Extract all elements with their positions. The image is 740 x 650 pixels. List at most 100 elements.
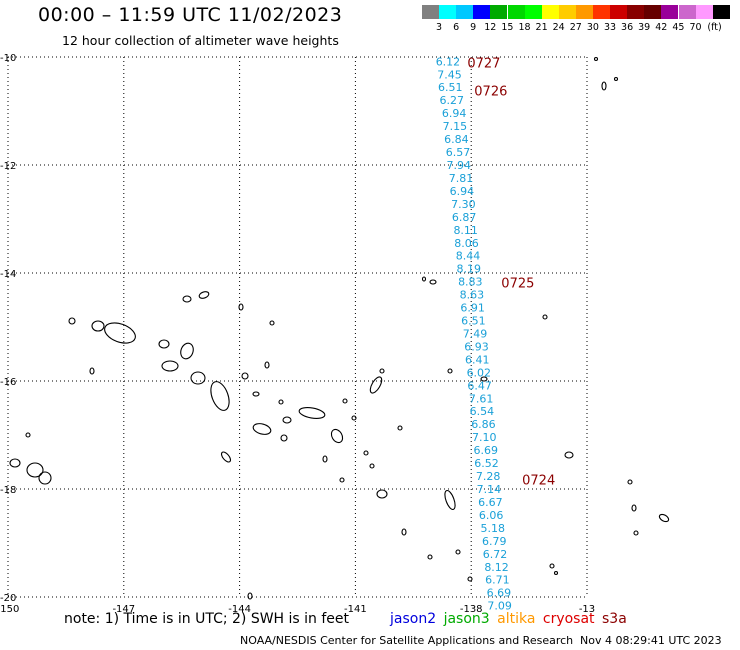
- island: [210, 381, 230, 411]
- wave-height-value: 6.54: [470, 405, 495, 418]
- wave-height-value: 6.94: [442, 107, 467, 120]
- colorbar-swatch: [558, 5, 576, 19]
- island: [252, 423, 272, 435]
- lon-tick-label: -150: [0, 604, 19, 615]
- island: [379, 368, 385, 374]
- island: [363, 450, 369, 456]
- colorbar-label: 24: [552, 22, 565, 33]
- island: [631, 504, 637, 512]
- satellite-legend: jason2 jason3 altika cryosat s3a: [390, 611, 627, 627]
- colorbar-label: (ft): [707, 22, 722, 33]
- wave-height-value: 7.09: [487, 600, 512, 613]
- island: [401, 528, 407, 536]
- colorbar-label: 45: [672, 22, 685, 33]
- wave-height-value: 6.12: [436, 55, 461, 68]
- wave-height-value: 6.51: [461, 315, 486, 328]
- island: [298, 407, 326, 419]
- footer-credit: NOAA/NESDIS Center for Satellite Applica…: [240, 634, 574, 647]
- lat-tick-label: -16: [0, 377, 16, 388]
- wave-height-value: 6.79: [482, 535, 507, 548]
- island: [593, 56, 599, 62]
- wave-height-value: 8.83: [458, 276, 483, 289]
- island: [190, 371, 206, 385]
- island: [252, 391, 260, 397]
- colorbar-swatch: [678, 5, 696, 19]
- wave-height-value: 6.47: [467, 379, 492, 392]
- colorbar-label: 36: [621, 22, 634, 33]
- island: [278, 399, 284, 405]
- island: [198, 291, 210, 299]
- island: [68, 317, 76, 325]
- wave-height-value: 6.93: [464, 340, 489, 353]
- island: [269, 320, 275, 326]
- island: [444, 489, 456, 511]
- wave-height-value: 6.94: [450, 185, 475, 198]
- pass-time-label: 0724: [522, 473, 555, 488]
- island: [447, 368, 453, 374]
- units-note: note: 1) Time is in UTC; 2) SWH is in fe…: [64, 611, 350, 627]
- colorbar-swatch: [439, 5, 457, 19]
- wave-height-value: 6.72: [483, 548, 508, 561]
- island: [322, 455, 328, 463]
- lon-tick-label: -144: [228, 604, 251, 615]
- wave-height-value: 8.44: [456, 250, 481, 263]
- lon-tick-label: -138: [460, 604, 483, 615]
- island: [342, 398, 348, 404]
- colorbar-swatch: [456, 5, 474, 19]
- legend-altika: altika: [497, 611, 536, 627]
- island: [421, 276, 427, 282]
- wave-height-value: 7.45: [437, 68, 462, 81]
- colorbar-swatch: [473, 5, 491, 19]
- pass-time-labels: 0727 0726 0725 0724: [467, 56, 555, 488]
- colorbar-label: 9: [470, 22, 477, 33]
- island: [601, 81, 607, 91]
- colorbar-swatch: [507, 5, 525, 19]
- lat-tick-label: -10: [0, 53, 16, 64]
- island: [549, 563, 555, 569]
- colorbar-label: 30: [586, 22, 599, 33]
- island: [238, 303, 244, 311]
- island: [339, 477, 345, 483]
- island: [104, 322, 136, 344]
- colorbar-swatch: [575, 5, 593, 19]
- island: [467, 576, 473, 582]
- island: [351, 415, 357, 421]
- colorbar-swatch: [712, 5, 730, 19]
- island: [613, 76, 619, 82]
- lat-tick-label: -18: [0, 485, 16, 496]
- footer-timestamp: Nov 4 08:29:41 UTC 2023: [580, 634, 722, 647]
- lat-tick-label: -14: [0, 269, 16, 280]
- map-subtitle: 12 hour collection of altimeter wave hei…: [62, 33, 339, 48]
- island-outlines: [9, 56, 670, 600]
- colorbar-label: 42: [655, 22, 668, 33]
- island: [330, 428, 344, 444]
- pass-time-label: 0727: [467, 56, 500, 71]
- wave-height-value: 8.11: [453, 224, 478, 237]
- wave-height-value: 8.12: [484, 561, 509, 574]
- island: [455, 549, 461, 555]
- pass-time-label: 0725: [501, 277, 534, 292]
- colorbar-swatch: [422, 5, 439, 19]
- island: [89, 367, 95, 375]
- wave-height-value: 6.86: [471, 418, 496, 431]
- wave-height-value: 6.69: [487, 587, 512, 600]
- island: [241, 372, 249, 380]
- wave-height-value: 6.06: [479, 509, 504, 522]
- lat-tick-label: -20: [0, 593, 16, 604]
- legend-jason2: jason2: [390, 611, 437, 627]
- wave-height-value: 6.41: [465, 353, 490, 366]
- wave-height-value: 6.51: [438, 81, 463, 94]
- colorbar-label: 15: [501, 22, 514, 33]
- colorbar-swatch: [627, 5, 645, 19]
- wave-height-value: 6.91: [460, 302, 485, 315]
- colorbar-swatch: [644, 5, 662, 19]
- island: [264, 361, 270, 369]
- island: [376, 489, 388, 499]
- island: [161, 360, 179, 372]
- colorbar-swatch: [524, 5, 542, 19]
- wave-height-value: 7.14: [477, 483, 502, 496]
- colorbar-label: 39: [638, 22, 651, 33]
- grid-lines: -150 -147 -144 -141 -138 -13 -10 -12 -14 -16 -18 -2…: [0, 53, 595, 615]
- wave-height-value: 6.52: [474, 457, 499, 470]
